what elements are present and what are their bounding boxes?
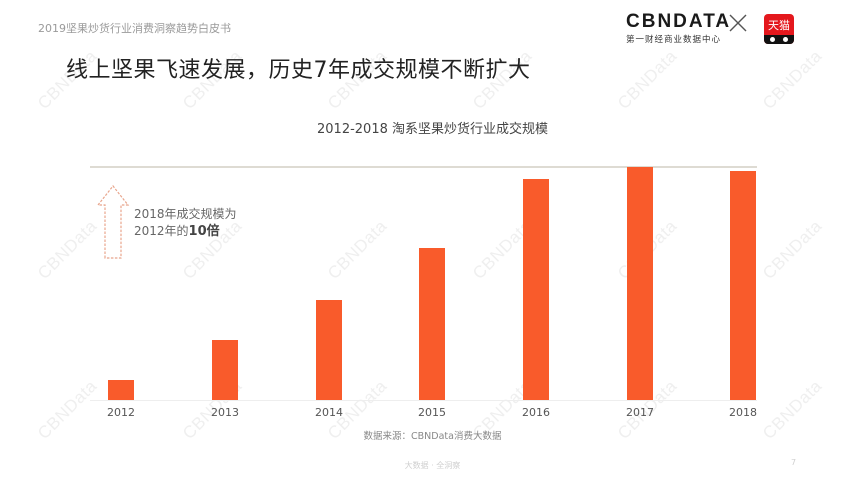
chart-baseline [90, 400, 757, 401]
x-axis-label: 2017 [626, 406, 654, 419]
reference-line [90, 166, 757, 168]
tmall-eye-icon [770, 37, 775, 42]
watermark: CBNData [323, 216, 391, 283]
bar-2017 [627, 167, 653, 400]
x-axis-label: 2012 [107, 406, 135, 419]
tmall-eye-icon [783, 37, 788, 42]
callout-annotation: 2018年成交规模为 2012年的10倍 [134, 206, 237, 240]
page-headline: 线上坚果飞速发展，历史7年成交规模不断扩大 [66, 58, 531, 83]
tmall-label: 天猫 [768, 19, 790, 32]
footer-slogan: 大数据 · 全洞察 [404, 461, 461, 470]
watermark: CBNData [758, 46, 826, 113]
report-title: 2019坚果炒货行业消费洞察趋势白皮书 [38, 22, 231, 35]
x-axis-label: 2014 [315, 406, 343, 419]
bar-2018 [730, 171, 756, 400]
bar-2012 [108, 380, 134, 400]
cbndata-logo: CBNDATA 第一财经商业数据中心 [626, 11, 732, 46]
callout-line1: 2018年成交规模为 [134, 207, 237, 221]
bar-2014 [316, 300, 342, 400]
chart-title: 2012-2018 淘系坚果炒货行业成交规模 [317, 122, 548, 137]
cbndata-tagline: 第一财经商业数据中心 [626, 35, 722, 45]
watermark: CBNData [613, 46, 681, 113]
close-x-icon [729, 14, 747, 32]
x-axis-label: 2018 [729, 406, 757, 419]
callout-line2-prefix: 2012年的 [134, 224, 189, 238]
dashed-up-arrow-icon [96, 185, 130, 259]
page-number: 7 [791, 458, 797, 467]
bar-2015 [419, 248, 445, 400]
callout-emphasis: 10倍 [188, 224, 220, 239]
x-axis-label: 2013 [211, 406, 239, 419]
x-axis-label: 2016 [522, 406, 550, 419]
tmall-logo: 天猫 [764, 14, 794, 44]
bar-2016 [523, 179, 549, 400]
cbndata-brand: CBNDATA [626, 11, 732, 32]
callout-line2: 2012年的10倍 [134, 223, 237, 240]
tmall-cat-base-icon [764, 35, 794, 44]
watermark: CBNData [33, 216, 101, 283]
data-source: 数据来源：CBNData消费大数据 [363, 431, 502, 442]
watermark: CBNData [758, 216, 826, 283]
bar-2013 [212, 340, 238, 400]
x-axis-label: 2015 [418, 406, 446, 419]
